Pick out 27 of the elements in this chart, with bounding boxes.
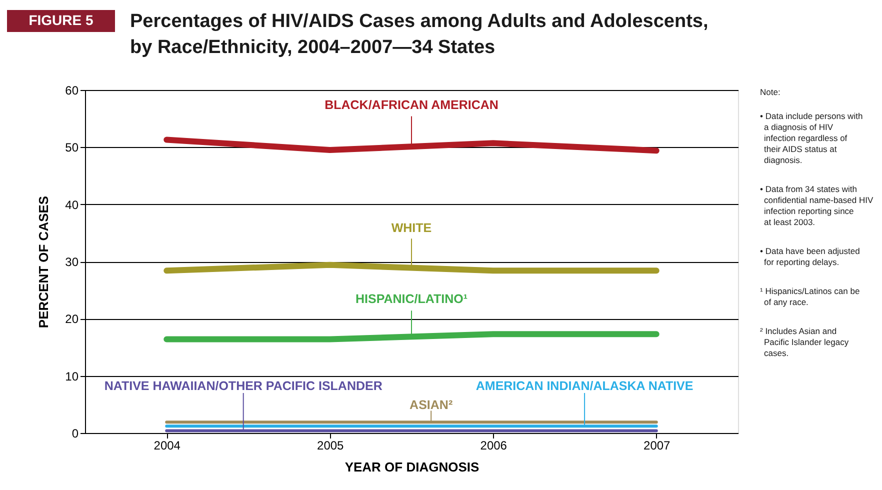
chart-title: Percentages of HIV/AIDS Cases among Adults and Adolescents, by Race/Ethnicity, 2004–2007—34 States bbox=[130, 11, 708, 58]
x-tick-label: 2005 bbox=[317, 438, 344, 452]
text: NATIVE HAWAIIAN/OTHER PACIFIC ISLANDER bbox=[104, 379, 382, 394]
x-tick-label: 2006 bbox=[480, 438, 508, 452]
text: Note: bbox=[760, 87, 780, 97]
text: • Data have been adjusted for reporting delays. bbox=[760, 246, 860, 267]
x-tick-label: 2004 bbox=[154, 438, 181, 452]
y-tick-label: 40 bbox=[65, 198, 79, 212]
text: BLACK/AFRICAN AMERICAN bbox=[324, 98, 498, 112]
caption: FIGURE 5 bbox=[28, 12, 94, 28]
x-tick-label: 2007 bbox=[644, 438, 671, 452]
text: AMERICAN INDIAN/ALASKA NATIVE bbox=[476, 379, 694, 394]
y-tick-label: 20 bbox=[65, 312, 79, 326]
text: HISPANIC/LATINO¹ bbox=[355, 292, 468, 306]
text: • Data from 34 states with confidential name-based HIV infection reporting since at least 2003. bbox=[760, 184, 874, 227]
y-tick-label: 60 bbox=[65, 84, 79, 98]
y-tick-label: 50 bbox=[65, 140, 79, 155]
text: ¹ Hispanics/Latinos can be of any race. bbox=[760, 286, 860, 307]
x-axis-title: YEAR OF DIAGNOSIS bbox=[344, 460, 480, 474]
text: WHITE bbox=[391, 220, 432, 235]
series-label: ASIAN² bbox=[410, 398, 453, 412]
text: • Data include persons with a diagnosis of HIV infection regardless of their AIDS status at diagnosis. bbox=[760, 111, 863, 165]
text: ² Includes Asian and Pacific Islander legacy cases. bbox=[760, 326, 850, 358]
y-tick-label: 10 bbox=[65, 369, 79, 384]
y-tick-label: 0 bbox=[72, 426, 79, 440]
y-axis-title: PERCENT OF CASES bbox=[36, 196, 52, 328]
y-tick-label: 30 bbox=[65, 255, 79, 269]
